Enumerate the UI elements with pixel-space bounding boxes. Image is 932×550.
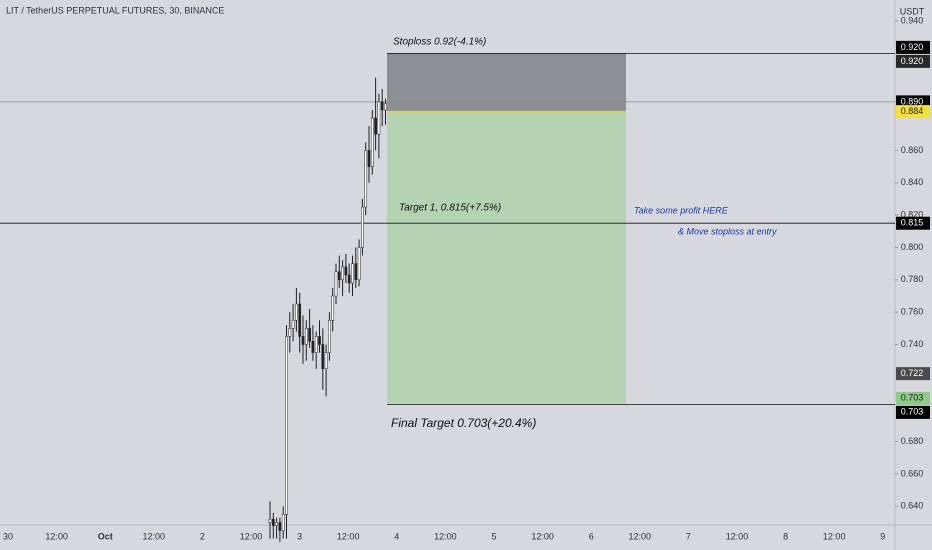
x-tick-label: 4 xyxy=(394,531,399,541)
candle-body xyxy=(367,150,371,167)
currency: USDT xyxy=(900,6,925,16)
candle-body xyxy=(311,341,315,353)
stoploss-label: Stoploss 0.92(-4.1%) xyxy=(393,37,486,48)
x-tick-label: 12:00 xyxy=(629,531,652,541)
price-label: 0.920 xyxy=(901,56,924,66)
x-tick-label: 6 xyxy=(589,531,594,541)
x-tick-label: 12:00 xyxy=(337,531,360,541)
y-tick-label: 0.680 xyxy=(901,436,924,446)
price-label-bg xyxy=(896,216,930,230)
candle-body xyxy=(334,271,338,297)
x-tick-label: 12:00 xyxy=(823,531,846,541)
note: Take some profit HERE xyxy=(634,205,729,215)
candle-body xyxy=(318,336,321,345)
candle-body xyxy=(351,263,354,284)
price-label: 0.703 xyxy=(901,407,924,417)
y-tick-label: 0.660 xyxy=(901,468,924,478)
candle-body xyxy=(347,274,351,284)
candle-body xyxy=(301,336,305,345)
y-tick-label: 0.840 xyxy=(901,177,924,187)
candle-body xyxy=(364,150,368,208)
candle-body xyxy=(295,303,298,321)
y-tick-label: 0.940 xyxy=(901,15,924,25)
candle-body xyxy=(291,320,295,329)
candle-body xyxy=(275,522,278,526)
candle-body xyxy=(324,352,328,370)
y-tick-label: 0.640 xyxy=(901,501,924,511)
y-tick-label: 0.760 xyxy=(901,307,924,317)
price-label: 0.703 xyxy=(901,393,924,403)
candle-body xyxy=(278,522,282,531)
candle-body xyxy=(288,328,292,337)
chart-title: LIT / TetherUS PERPETUAL FUTURES, 30, BI… xyxy=(6,5,224,15)
candle-body xyxy=(321,344,325,370)
x-tick-label: 7 xyxy=(686,531,691,541)
price-label: 0.884 xyxy=(901,106,924,116)
y-tick-label: 0.800 xyxy=(901,242,924,252)
price-label: 0.815 xyxy=(901,218,924,228)
x-tick-label: 12:00 xyxy=(726,531,749,541)
y-tick-label: 0.780 xyxy=(901,274,924,284)
candle-body xyxy=(328,320,331,353)
candle-body xyxy=(344,266,348,276)
candle-body xyxy=(370,117,374,167)
candle-body xyxy=(314,336,318,353)
candle-body xyxy=(361,206,364,248)
x-tick-label: 12:00 xyxy=(143,531,166,541)
x-tick-label: 12:00 xyxy=(531,531,554,541)
candle-body xyxy=(285,336,288,515)
candle-body xyxy=(384,103,387,111)
price-label: 0.920 xyxy=(901,42,924,52)
y-tick-label: 0.860 xyxy=(901,145,924,155)
x-tick-label: 12:00 xyxy=(240,531,263,541)
candle-body xyxy=(374,117,377,135)
x-tick-label: 12:00 xyxy=(45,531,68,541)
x-tick-label: 8 xyxy=(783,531,788,541)
candle-body xyxy=(357,247,361,281)
candle-body xyxy=(380,101,384,111)
price-label-bg xyxy=(896,40,930,54)
candle-body xyxy=(271,518,275,526)
price-label: 0.890 xyxy=(901,96,924,106)
x-tick-label: 9 xyxy=(880,531,885,541)
target1-label: Target 1, 0.815(+7.5%) xyxy=(399,203,501,214)
target-zone xyxy=(387,111,626,405)
candle-body xyxy=(377,101,381,135)
candle-body xyxy=(341,266,344,281)
note: & Move stoploss at entry xyxy=(678,226,777,236)
candle-body xyxy=(354,263,358,281)
candle-body xyxy=(304,328,308,345)
x-tick-label: Oct xyxy=(98,531,113,541)
price-label-bg xyxy=(896,405,930,419)
price-label-bg xyxy=(896,105,930,119)
x-tick-label: 3 xyxy=(297,531,302,541)
candle-body xyxy=(298,303,302,337)
x-tick-label: 30 xyxy=(3,531,13,541)
x-tick-label: 5 xyxy=(491,531,496,541)
price-label-bg xyxy=(896,367,930,381)
y-tick-label: 0.740 xyxy=(901,339,924,349)
candle-body xyxy=(281,514,285,531)
candle-body xyxy=(337,271,341,281)
price-label-bg xyxy=(896,54,930,68)
y-tick-label: 0.820 xyxy=(901,209,924,219)
final-label: Final Target 0.703(+20.4%) xyxy=(391,416,536,430)
candle-body xyxy=(331,295,335,321)
x-tick-label: 12:00 xyxy=(434,531,457,541)
candle-body xyxy=(268,518,272,523)
x-tick-label: 2 xyxy=(200,531,205,541)
stop-zone xyxy=(387,53,626,112)
price-label-bg xyxy=(896,391,930,405)
candle-body xyxy=(308,328,311,342)
price-label: 0.722 xyxy=(901,368,924,378)
